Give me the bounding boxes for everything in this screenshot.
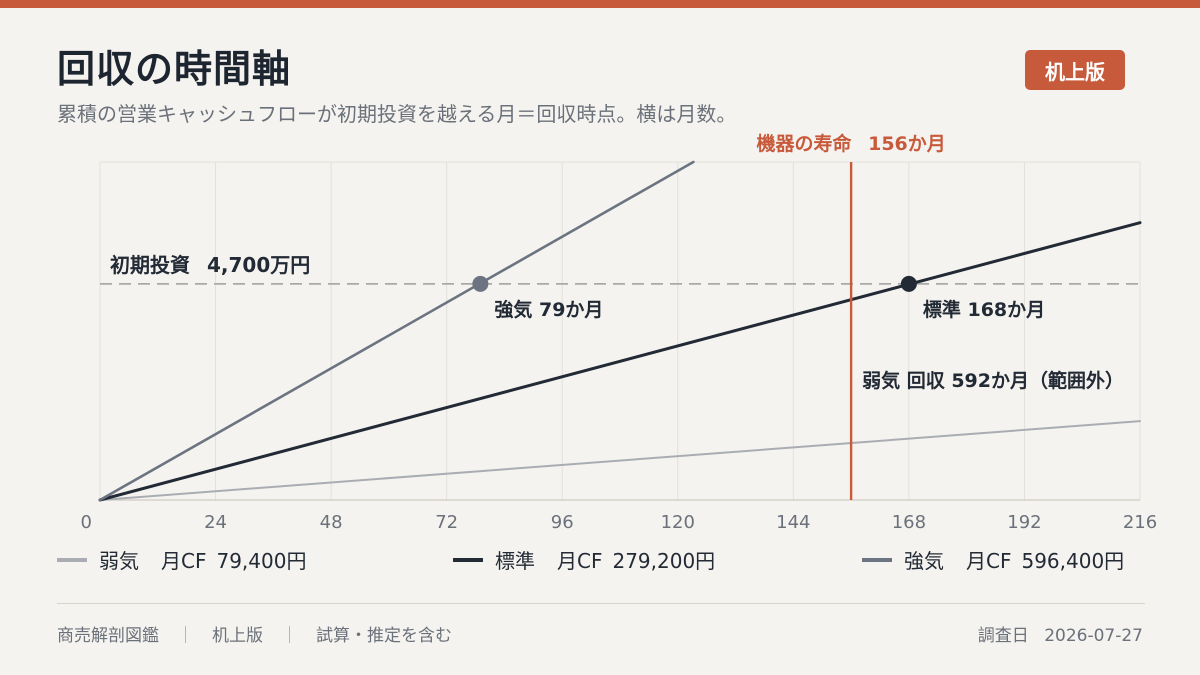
x-tick-label: 48 [320,512,343,533]
x-tick-label: 144 [776,512,810,533]
threshold-label-name: 初期投資 [110,253,190,277]
payback-label-standard: 標準 168か月 [923,298,1045,321]
series-line-strong [98,160,695,502]
threshold-label: 初期投資 4,700万円 [110,253,310,277]
legend-swatch-standard [453,557,483,562]
footer-separator: ｜ [281,626,298,646]
legend-cf-value-standard: 279,200円 [612,549,716,573]
legend-swatch-weak [57,557,87,562]
footer-credits: 商売解剖図鑑 ｜ 机上版 ｜ 試算・推定を含む [57,621,452,646]
legend-item-weak: 弱気 月CF 79,400円 [57,545,306,574]
threshold-label-value: 4,700万円 [207,253,310,277]
edition-badge: 机上版 [1025,50,1125,90]
footer-separator: ｜ [177,626,194,646]
legend-cf-label-standard: 月CF [557,549,603,573]
footer-disclaimer: 試算・推定を含む [316,626,452,646]
series-line-standard [98,221,1142,502]
x-tick-label: 216 [1123,512,1157,533]
page-subtitle: 累積の営業キャッシュフローが初期投資を越える月＝回収時点。横は月数。 [57,102,737,126]
x-tick-label: 0 [81,512,92,533]
series-line-weak [99,420,1141,501]
x-tick-label: 24 [204,512,227,533]
x-tick-label: 192 [1007,512,1041,533]
payback-label-weak: 弱気 回収 592か月（範囲外） [862,369,1124,392]
legend-name-weak: 弱気 [99,549,139,573]
series-lines [98,160,1142,502]
x-axis-ticks: 0 24 48 72 96 120 144 168 192 216 [81,512,1158,533]
footer-divider [57,603,1145,604]
lifetime-label-value: 156か月 [868,133,946,155]
legend-item-standard: 標準 月CF 279,200円 [453,545,715,574]
page-title: 回収の時間軸 [57,47,292,91]
footer-survey-date: 調査日 2026-07-27 [978,621,1143,646]
legend-cf-label-strong: 月CF [966,549,1012,573]
payback-marks: 弱気 回収 592か月（範囲外） 標準 168か月 強気 79か月 [472,275,1124,392]
legend-cf-label-weak: 月CF [161,549,207,573]
lifetime-label-name: 機器の寿命 [756,132,852,155]
footer-date-label: 調査日 [977,626,1029,646]
footer-date-value: 2026-07-27 [1044,626,1143,646]
legend-cf-value-weak: 79,400円 [216,549,307,573]
top-accent-bar [0,0,1200,8]
lifetime-label: 機器の寿命 156か月 [756,132,945,155]
footer-edition: 机上版 [212,626,263,646]
legend-name-strong: 強気 [904,549,944,573]
x-tick-label: 96 [551,512,574,533]
x-tick-label: 168 [892,512,926,533]
legend-name-standard: 標準 [495,549,535,573]
legend-cf-value-strong: 596,400円 [1021,549,1125,573]
legend-item-strong: 強気 月CF 596,400円 [862,545,1124,574]
payback-point-strong [472,275,489,292]
chart-grid [99,161,1141,501]
x-tick-label: 120 [661,512,695,533]
x-tick-label: 72 [435,512,458,533]
legend-swatch-strong [862,557,892,562]
footer-publication: 商売解剖図鑑 [57,626,159,646]
payback-point-standard [900,275,917,292]
payback-label-strong: 強気 79か月 [494,298,603,321]
